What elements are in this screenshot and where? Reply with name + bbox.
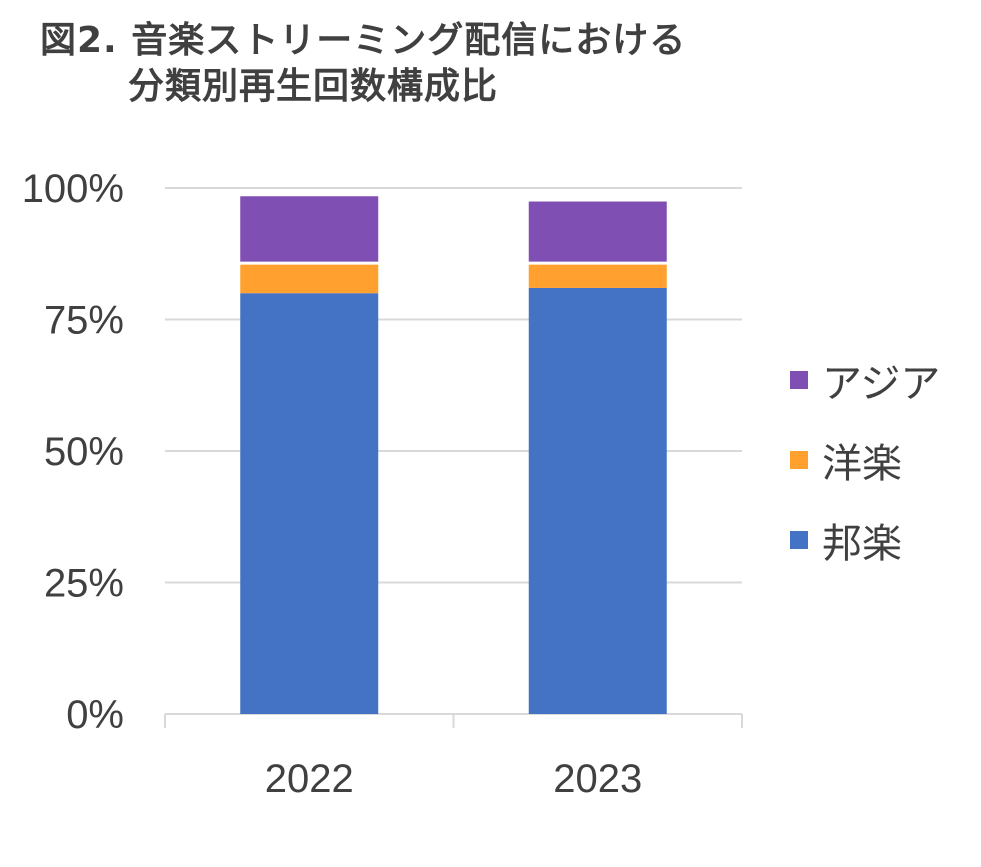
bar-segment-2023-邦楽 xyxy=(528,287,667,714)
y-tick-label: 25% xyxy=(44,562,124,606)
legend-item: 洋楽 xyxy=(790,420,970,500)
legend-swatch xyxy=(790,371,808,389)
chart-title-line-2: 分類別再生回数構成比 xyxy=(128,66,499,107)
bar-segment-2022-邦楽 xyxy=(240,293,379,714)
legend-item: アジア xyxy=(790,340,970,420)
y-tick-label: 100% xyxy=(22,167,124,211)
y-tick-label: 50% xyxy=(44,430,124,474)
x-tick-label: 2023 xyxy=(553,757,642,801)
legend-label: アジア xyxy=(822,361,941,407)
x-tick-label: 2022 xyxy=(265,757,354,801)
y-axis-tick-labels: 0% 25% 50% 75% 100% xyxy=(22,167,124,737)
legend: アジア 洋楽 邦楽 xyxy=(790,340,970,580)
legend-swatch xyxy=(790,531,808,549)
bar-segment-2023-アジア xyxy=(528,201,667,262)
bar-segment-2022-洋楽 xyxy=(240,264,379,294)
bar-segment-2022-アジア xyxy=(240,196,379,262)
x-axis xyxy=(164,713,743,728)
chart-title-line-1: 図2. 音楽ストリーミング配信における xyxy=(40,20,687,61)
y-tick-label: 75% xyxy=(44,299,124,343)
x-axis-tick-labels: 2022 2023 xyxy=(265,757,642,801)
legend-item: 邦楽 xyxy=(790,500,970,580)
bars xyxy=(240,196,667,714)
legend-label: 邦楽 xyxy=(822,521,902,567)
y-tick-label: 0% xyxy=(66,693,124,737)
chart-title: 図2. 音楽ストリーミング配信における 分類別再生回数構成比 xyxy=(40,18,800,110)
legend-label: 洋楽 xyxy=(822,441,902,487)
bar-segment-2023-洋楽 xyxy=(528,264,667,288)
legend-swatch xyxy=(790,451,808,469)
